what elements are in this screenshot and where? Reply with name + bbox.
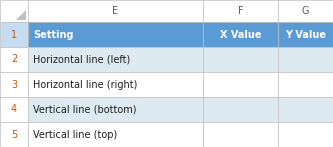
Bar — [0, 22, 28, 47]
Text: Vertical line (bottom): Vertical line (bottom) — [33, 105, 137, 115]
Text: Vertical line (top): Vertical line (top) — [33, 130, 117, 140]
Bar — [28, 47, 203, 72]
Text: Horizontal line (left): Horizontal line (left) — [33, 55, 130, 65]
Text: 3: 3 — [11, 80, 17, 90]
Bar — [203, 72, 278, 97]
Bar — [0, 72, 28, 97]
Text: G: G — [302, 6, 309, 16]
Bar — [28, 122, 203, 147]
Text: 5: 5 — [11, 130, 17, 140]
Polygon shape — [16, 10, 26, 20]
Bar — [28, 97, 203, 122]
Bar — [203, 122, 278, 147]
Bar — [203, 47, 278, 72]
Bar — [278, 22, 333, 47]
Text: X Value: X Value — [220, 30, 261, 40]
Text: Horizontal line (right): Horizontal line (right) — [33, 80, 138, 90]
Text: Y Value: Y Value — [285, 30, 326, 40]
Text: 2: 2 — [11, 55, 17, 65]
Bar — [278, 47, 333, 72]
Bar — [278, 122, 333, 147]
Bar — [0, 97, 28, 122]
Text: 1: 1 — [11, 30, 17, 40]
Text: Setting: Setting — [33, 30, 74, 40]
Bar — [28, 0, 203, 22]
Bar — [0, 0, 28, 22]
Bar — [28, 22, 203, 47]
Bar — [203, 97, 278, 122]
Bar — [28, 72, 203, 97]
Bar — [278, 0, 333, 22]
Text: E: E — [113, 6, 119, 16]
Bar — [203, 22, 278, 47]
Text: 4: 4 — [11, 105, 17, 115]
Text: F: F — [238, 6, 243, 16]
Bar — [203, 0, 278, 22]
Bar — [278, 97, 333, 122]
Bar — [0, 47, 28, 72]
Bar — [0, 122, 28, 147]
Bar — [278, 72, 333, 97]
